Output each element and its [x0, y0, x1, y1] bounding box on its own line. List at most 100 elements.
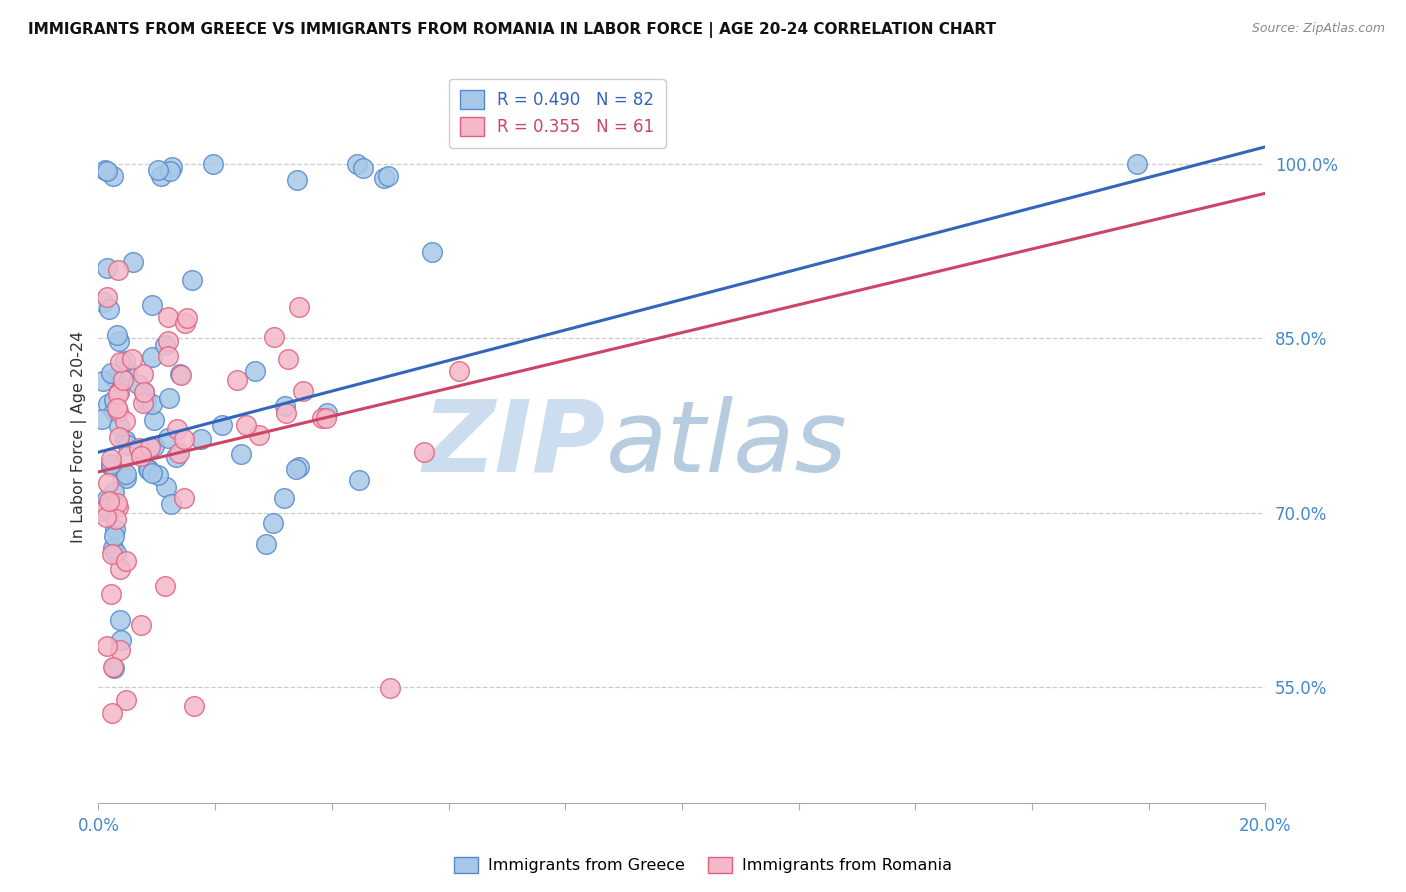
- Point: [107, 263, 129, 277]
- Text: ZIP: ZIP: [423, 396, 606, 493]
- Point: [135, 393, 157, 408]
- Point: [93, 503, 115, 517]
- Point: [108, 643, 131, 657]
- Point: [274, 399, 297, 413]
- Legend: Immigrants from Greece, Immigrants from Romania: Immigrants from Greece, Immigrants from …: [447, 850, 959, 880]
- Point: [104, 522, 127, 536]
- Point: [377, 169, 399, 183]
- Point: [107, 500, 129, 514]
- Point: [117, 438, 139, 452]
- Point: [160, 497, 183, 511]
- Point: [100, 366, 122, 380]
- Point: [100, 459, 122, 474]
- Point: [288, 300, 311, 314]
- Text: Source: ZipAtlas.com: Source: ZipAtlas.com: [1251, 22, 1385, 36]
- Point: [110, 632, 132, 647]
- Point: [148, 163, 170, 178]
- Point: [101, 660, 124, 674]
- Point: [112, 373, 135, 387]
- Point: [378, 681, 402, 696]
- Point: [349, 473, 371, 487]
- Point: [167, 446, 190, 460]
- Point: [159, 164, 181, 178]
- Point: [225, 373, 247, 387]
- Point: [94, 510, 117, 524]
- Point: [121, 352, 143, 367]
- Point: [108, 334, 131, 348]
- Point: [114, 354, 136, 368]
- Point: [311, 411, 333, 425]
- Point: [91, 411, 114, 425]
- Point: [96, 164, 118, 178]
- Point: [352, 161, 374, 175]
- Point: [166, 450, 188, 465]
- Point: [346, 157, 368, 171]
- Point: [166, 421, 188, 435]
- Point: [141, 466, 163, 480]
- Point: [97, 475, 120, 490]
- Point: [373, 170, 395, 185]
- Point: [1126, 157, 1149, 171]
- Point: [107, 404, 129, 418]
- Point: [132, 384, 155, 399]
- Point: [274, 406, 297, 420]
- Point: [413, 445, 436, 459]
- Point: [115, 364, 138, 378]
- Point: [114, 693, 136, 707]
- Point: [285, 462, 308, 476]
- Point: [136, 462, 159, 476]
- Point: [156, 310, 179, 324]
- Point: [138, 463, 160, 477]
- Point: [287, 173, 309, 187]
- Point: [169, 368, 191, 383]
- Point: [105, 512, 128, 526]
- Point: [103, 660, 125, 674]
- Point: [110, 613, 132, 627]
- Point: [108, 430, 131, 444]
- Point: [143, 412, 166, 426]
- Point: [115, 449, 138, 463]
- Point: [101, 541, 124, 556]
- Point: [143, 439, 166, 453]
- Point: [96, 492, 118, 507]
- Point: [273, 491, 295, 505]
- Point: [128, 441, 150, 455]
- Point: [97, 397, 120, 411]
- Point: [150, 169, 173, 183]
- Point: [291, 384, 314, 399]
- Point: [96, 290, 118, 304]
- Point: [103, 529, 125, 543]
- Point: [132, 385, 155, 400]
- Point: [103, 404, 125, 418]
- Point: [96, 639, 118, 653]
- Point: [173, 432, 195, 446]
- Point: [115, 467, 138, 482]
- Point: [181, 272, 204, 286]
- Point: [315, 410, 337, 425]
- Point: [114, 434, 136, 448]
- Point: [104, 371, 127, 385]
- Point: [91, 295, 114, 310]
- Point: [162, 160, 184, 174]
- Point: [183, 698, 205, 713]
- Point: [114, 471, 136, 485]
- Point: [96, 260, 118, 275]
- Point: [141, 397, 163, 411]
- Point: [100, 457, 122, 471]
- Point: [157, 349, 180, 363]
- Point: [190, 432, 212, 446]
- Point: [229, 446, 252, 460]
- Point: [235, 418, 257, 433]
- Point: [131, 449, 153, 463]
- Point: [176, 311, 198, 326]
- Point: [155, 480, 177, 494]
- Point: [103, 169, 125, 184]
- Point: [105, 328, 128, 343]
- Point: [174, 316, 197, 330]
- Point: [122, 255, 145, 269]
- Point: [127, 377, 149, 392]
- Point: [103, 484, 125, 499]
- Text: IMMIGRANTS FROM GREECE VS IMMIGRANTS FROM ROMANIA IN LABOR FORCE | AGE 20-24 COR: IMMIGRANTS FROM GREECE VS IMMIGRANTS FRO…: [28, 22, 995, 38]
- Point: [98, 494, 121, 508]
- Point: [105, 401, 128, 416]
